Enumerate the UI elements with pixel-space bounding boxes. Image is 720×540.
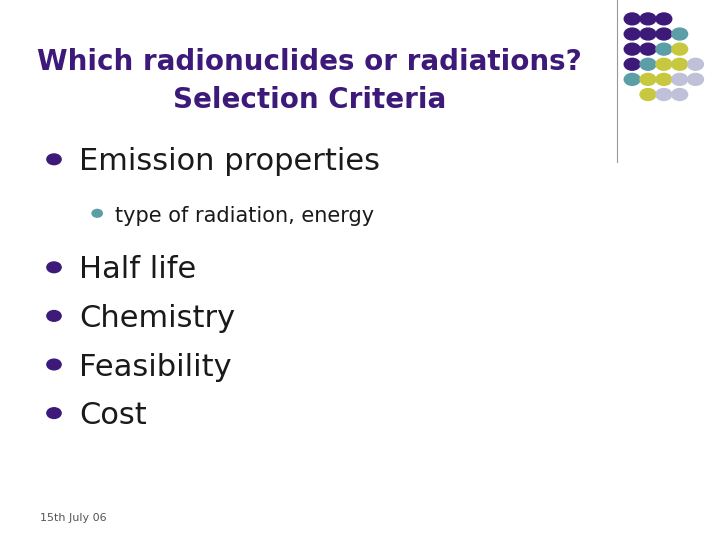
Text: 15th July 06: 15th July 06 <box>40 514 107 523</box>
Text: Chemistry: Chemistry <box>79 304 235 333</box>
Text: Cost: Cost <box>79 401 147 430</box>
Text: Half life: Half life <box>79 255 197 285</box>
Text: Feasibility: Feasibility <box>79 353 232 382</box>
Text: Emission properties: Emission properties <box>79 147 380 177</box>
Text: Selection Criteria: Selection Criteria <box>173 86 446 114</box>
Text: Which radionuclides or radiations?: Which radionuclides or radiations? <box>37 48 582 76</box>
Text: type of radiation, energy: type of radiation, energy <box>115 206 374 226</box>
